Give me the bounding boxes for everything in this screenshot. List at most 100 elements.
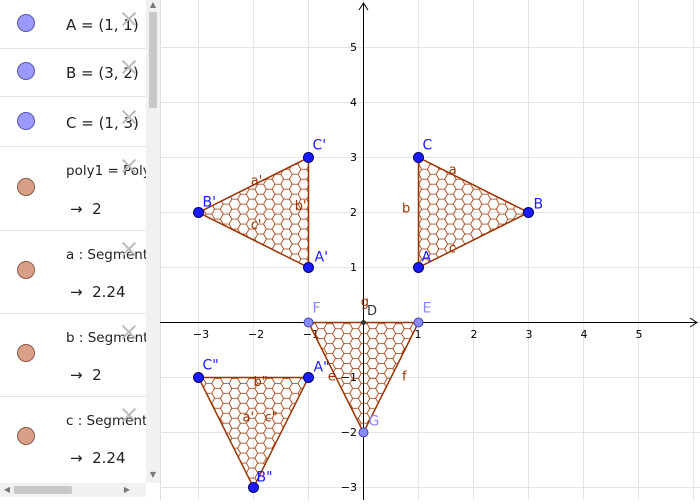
segment-label: c — [449, 242, 456, 257]
delete-icon[interactable] — [122, 159, 136, 173]
y-tick-label: −2 — [341, 426, 357, 439]
point-B[interactable] — [523, 207, 534, 218]
point-label: A' — [315, 250, 328, 266]
algebra-expr-B[interactable]: B = (3, 2) — [66, 64, 139, 82]
point-A[interactable] — [413, 262, 424, 273]
horizontal-scrollbar[interactable]: ◀ ▶ — [0, 483, 146, 497]
vertical-scrollbar[interactable]: ▲ ▼ — [146, 0, 160, 483]
point-label: C — [423, 138, 433, 154]
y-tick-label: 3 — [350, 151, 357, 164]
polygon-poly1[interactable] — [417, 156, 531, 269]
delete-icon[interactable] — [122, 110, 136, 124]
algebra-value-poly1: → 2 — [70, 200, 102, 218]
y-tick-label: 4 — [350, 96, 357, 109]
arrow-icon: → — [70, 200, 83, 218]
algebra-view: A = (1, 1) B = (3, 2) C = (1, 3) poly1 =… — [0, 0, 161, 500]
algebra-row-C[interactable]: C = (1, 3) — [0, 96, 146, 147]
point-label: A — [422, 250, 432, 266]
algebra-result: 2.24 — [92, 283, 126, 301]
visibility-toggle-B[interactable] — [17, 62, 35, 80]
point-label: B' — [203, 195, 216, 211]
visibility-toggle-b[interactable] — [17, 344, 35, 362]
delete-icon[interactable] — [122, 242, 136, 256]
polygon-poly1-reflected[interactable] — [196, 156, 310, 269]
origin-label: D — [367, 304, 377, 319]
x-tick-label: −2 — [248, 328, 264, 341]
horizontal-scroll-thumb[interactable] — [14, 486, 72, 494]
algebra-expr-a[interactable]: a : Segment(B, C, poly1) — [66, 247, 161, 263]
vertical-scroll-thumb[interactable] — [149, 12, 157, 108]
algebra-row-b[interactable]: b : Segment(C, A, poly1) → 2 — [0, 313, 160, 397]
point-C2[interactable] — [193, 372, 204, 383]
visibility-toggle-a[interactable] — [17, 261, 35, 279]
point-label: G — [369, 414, 380, 430]
point-A2[interactable] — [303, 372, 314, 383]
x-tick-label: 2 — [471, 328, 478, 341]
point-label: B" — [257, 470, 273, 486]
algebra-row-A[interactable]: A = (1, 1) — [0, 0, 146, 49]
point-A1[interactable] — [303, 262, 314, 273]
algebra-expr-poly1[interactable]: poly1 = Polygon(A, B, C) — [66, 163, 160, 179]
segment-label: a' — [243, 411, 255, 426]
x-tick-label: 1 — [415, 328, 422, 341]
y-tick-label: 5 — [350, 41, 357, 54]
segment-label: e — [328, 369, 336, 384]
scroll-left-icon[interactable]: ◀ — [3, 485, 11, 494]
segment-label: g — [361, 295, 369, 310]
point-B1[interactable] — [193, 207, 204, 218]
x-tick-label: −3 — [193, 328, 209, 341]
segment-label: b' — [295, 199, 307, 214]
point-C1[interactable] — [303, 152, 314, 163]
algebra-row-B[interactable]: B = (3, 2) — [0, 48, 146, 97]
segment-label: f — [402, 369, 407, 384]
scroll-down-icon[interactable]: ▼ — [149, 470, 157, 479]
point-G[interactable] — [358, 427, 369, 438]
algebra-expr-b[interactable]: b : Segment(C, A, poly1) — [66, 330, 161, 346]
graphics-canvas[interactable]: −3 −2 −1 1 2 3 4 5 5 4 3 2 1 −1 −2 −3 ab… — [160, 0, 700, 500]
algebra-row-c[interactable]: c : Segment(A, B, poly1) → 2.24 — [0, 396, 160, 483]
x-tick-label: 3 — [526, 328, 533, 341]
point-label: E — [423, 301, 432, 317]
algebra-value-a: → 2.24 — [70, 283, 126, 301]
y-tick-label: 2 — [350, 206, 357, 219]
polygon-poly1-double-prime[interactable] — [197, 376, 310, 490]
visibility-toggle-C[interactable] — [17, 112, 35, 130]
graphics-view[interactable]: −3 −2 −1 1 2 3 4 5 5 4 3 2 1 −1 −2 −3 ab… — [160, 0, 700, 500]
visibility-toggle-A[interactable] — [17, 14, 35, 32]
x-tick-label: 5 — [636, 328, 643, 341]
point-F[interactable] — [303, 317, 314, 328]
arrow-icon: → — [70, 366, 83, 384]
point-B2[interactable] — [248, 482, 259, 493]
segment-label: a — [449, 163, 457, 178]
scroll-right-icon[interactable]: ▶ — [123, 485, 131, 494]
delete-icon[interactable] — [122, 325, 136, 339]
algebra-result: 2 — [92, 366, 102, 384]
segment-label: b — [402, 202, 410, 217]
polygons — [196, 156, 531, 490]
algebra-result: 2 — [92, 200, 102, 218]
scroll-up-icon[interactable]: ▲ — [149, 0, 157, 9]
delete-icon[interactable] — [122, 60, 136, 74]
origin-point[interactable] — [361, 320, 366, 325]
segment-label: c" — [265, 411, 278, 426]
x-axis-arrow-icon — [689, 317, 698, 328]
algebra-row-poly1[interactable]: poly1 = Polygon(A, B, C) → 2 — [0, 146, 160, 231]
algebra-expr-A[interactable]: A = (1, 1) — [66, 16, 139, 34]
visibility-toggle-c[interactable] — [17, 427, 35, 445]
point-C[interactable] — [413, 152, 424, 163]
point-label: B — [534, 197, 544, 213]
delete-icon[interactable] — [122, 12, 136, 26]
y-tick-label: 1 — [350, 261, 357, 274]
algebra-expr-C[interactable]: C = (1, 3) — [66, 114, 139, 132]
x-tick-labels: −3 −2 −1 1 2 3 4 5 — [193, 328, 643, 341]
algebra-expr-c[interactable]: c : Segment(A, B, poly1) — [66, 413, 161, 429]
y-axis-arrow-icon — [358, 2, 369, 11]
point-label: C' — [313, 138, 327, 154]
arrow-icon: → — [70, 283, 83, 301]
delete-icon[interactable] — [122, 408, 136, 422]
algebra-row-a[interactable]: a : Segment(B, C, poly1) → 2.24 — [0, 230, 160, 314]
visibility-toggle-poly1[interactable] — [17, 178, 35, 196]
x-tick-label: 4 — [581, 328, 588, 341]
point-E[interactable] — [413, 317, 424, 328]
y-tick-label: −3 — [341, 481, 357, 494]
